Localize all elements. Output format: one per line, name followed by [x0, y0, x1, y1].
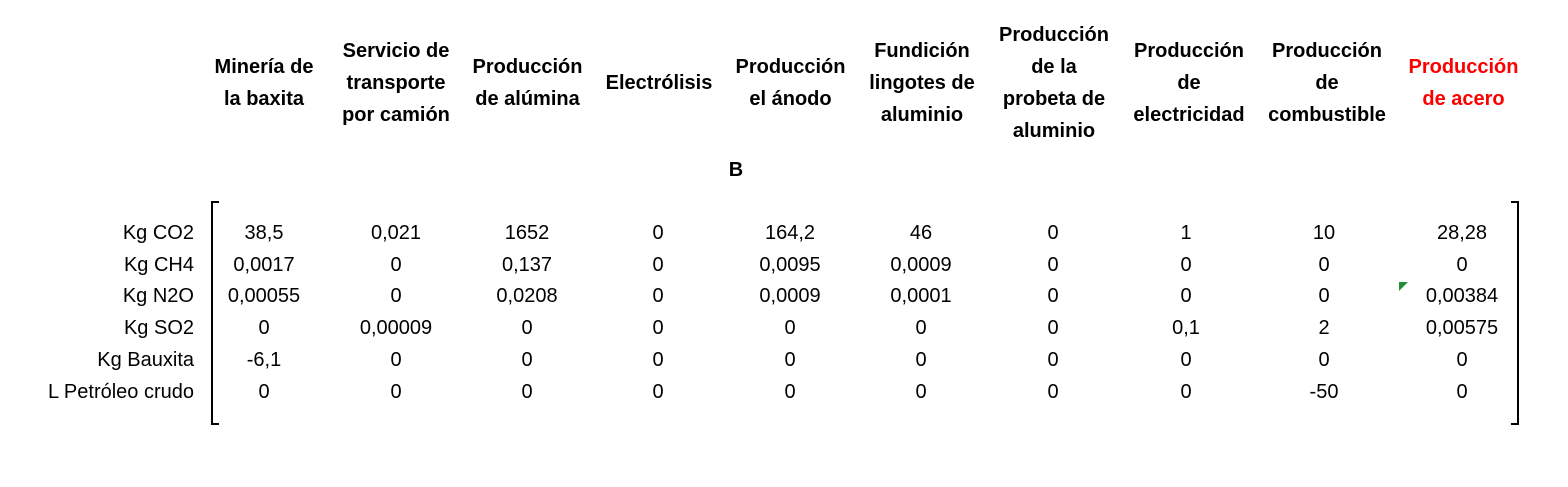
matrix-cell[interactable]: 0 — [915, 317, 927, 339]
matrix-cell[interactable]: 0 — [1318, 349, 1330, 371]
matrix-cell[interactable]: 0 — [652, 381, 664, 403]
matrix-cell[interactable]: 0 — [521, 317, 533, 339]
column-header[interactable]: Producción el ánodo — [735, 56, 846, 110]
matrix-cell[interactable]: 0 — [258, 317, 270, 339]
matrix-cell[interactable]: 0,021 — [370, 222, 422, 244]
matrix-cell[interactable]: 10 — [1312, 222, 1336, 244]
matrix-cell[interactable]: 38,5 — [244, 222, 284, 244]
matrix-cell[interactable]: 0 — [1180, 285, 1192, 307]
matrix-cell[interactable]: 0 — [1318, 254, 1330, 276]
matrix-cell[interactable]: 28,28 — [1436, 222, 1488, 244]
matrix-cell[interactable]: 0 — [1456, 254, 1468, 276]
left-bracket — [211, 201, 219, 425]
matrix-cell[interactable]: 0 — [1047, 349, 1059, 371]
matrix-cell[interactable]: -6,1 — [246, 349, 282, 371]
matrix-cell[interactable]: 0,0009 — [890, 254, 952, 276]
matrix-cell[interactable]: 0 — [1456, 349, 1468, 371]
matrix-cell[interactable]: 46 — [909, 222, 933, 244]
row-label[interactable]: Kg CO2 — [122, 222, 194, 244]
matrix-cell[interactable]: 164,2 — [764, 222, 816, 244]
matrix-cell[interactable]: 0 — [1456, 381, 1468, 403]
matrix-cell[interactable]: 1 — [1180, 222, 1192, 244]
matrix-cell[interactable]: 0 — [915, 381, 927, 403]
row-label[interactable]: L Petróleo crudo — [47, 381, 194, 403]
matrix-cell[interactable]: 0,00384 — [1425, 285, 1499, 307]
matrix-cell[interactable]: 0,0017 — [233, 254, 295, 276]
matrix-cell[interactable]: 0,0001 — [890, 285, 952, 307]
matrix-cell[interactable]: 1652 — [504, 222, 550, 244]
row-label[interactable]: Kg SO2 — [123, 317, 194, 339]
matrix-cell[interactable]: 0,00009 — [359, 317, 433, 339]
matrix-cell[interactable]: 0 — [1180, 349, 1192, 371]
row-label[interactable]: Kg Bauxita — [97, 349, 194, 371]
matrix-cell[interactable]: 0,0095 — [759, 254, 821, 276]
column-header[interactable]: Producción de combustible — [1268, 40, 1386, 126]
matrix-cell[interactable]: 0 — [784, 381, 796, 403]
matrix-cell[interactable]: 0 — [1318, 285, 1330, 307]
matrix-cell[interactable]: 0,00055 — [227, 285, 301, 307]
column-header[interactable]: Electrólisis — [605, 72, 713, 94]
matrix-cell[interactable]: 0 — [390, 285, 402, 307]
matrix-cell[interactable]: 0 — [652, 317, 664, 339]
matrix-cell[interactable]: 0,00575 — [1425, 317, 1499, 339]
comment-indicator-icon[interactable] — [1399, 282, 1408, 291]
matrix-cell[interactable]: 0 — [1047, 381, 1059, 403]
matrix-cell[interactable]: 0 — [1047, 222, 1059, 244]
row-label[interactable]: Kg N2O — [122, 285, 194, 307]
matrix-cell[interactable]: -50 — [1309, 381, 1339, 403]
matrix-cell[interactable]: 0 — [652, 222, 664, 244]
column-header[interactable]: Servicio de transporte por camión — [342, 40, 450, 126]
matrix-cell[interactable]: 0 — [1047, 285, 1059, 307]
matrix-cell[interactable]: 0 — [390, 254, 402, 276]
column-header[interactable]: Producción de la probeta de aluminio — [998, 24, 1109, 142]
row-label[interactable]: Kg CH4 — [123, 254, 194, 276]
matrix-cell[interactable]: 0 — [390, 381, 402, 403]
matrix-cell[interactable]: 0 — [915, 349, 927, 371]
matrix-cell[interactable]: 0 — [521, 381, 533, 403]
matrix-cell[interactable]: 0 — [258, 381, 270, 403]
column-header[interactable]: Fundición lingotes de aluminio — [869, 40, 975, 126]
matrix-cell[interactable]: 0 — [1180, 381, 1192, 403]
matrix-cell[interactable]: 0 — [652, 349, 664, 371]
matrix-cell[interactable]: 0 — [1047, 254, 1059, 276]
column-header[interactable]: Minería de la baxita — [214, 56, 314, 110]
right-bracket — [1511, 201, 1519, 425]
matrix-cell[interactable]: 0,0009 — [759, 285, 821, 307]
matrix-cell[interactable]: 0 — [784, 349, 796, 371]
matrix-cell[interactable]: 0,0208 — [496, 285, 558, 307]
matrix-cell[interactable]: 2 — [1318, 317, 1330, 339]
column-header[interactable]: Producción de acero — [1408, 56, 1519, 110]
matrix-label[interactable]: B — [728, 159, 744, 181]
matrix-cell[interactable]: 0 — [784, 317, 796, 339]
matrix-cell[interactable]: 0 — [652, 285, 664, 307]
column-header[interactable]: Producción de electricidad — [1133, 40, 1245, 126]
matrix-cell[interactable]: 0 — [521, 349, 533, 371]
matrix-cell[interactable]: 0 — [1047, 317, 1059, 339]
matrix-cell[interactable]: 0 — [1180, 254, 1192, 276]
matrix-cell[interactable]: 0,1 — [1172, 317, 1200, 339]
matrix-cell[interactable]: 0 — [652, 254, 664, 276]
matrix-cell[interactable]: 0 — [390, 349, 402, 371]
column-header[interactable]: Producción de alúmina — [472, 56, 583, 110]
matrix-cell[interactable]: 0,137 — [501, 254, 553, 276]
